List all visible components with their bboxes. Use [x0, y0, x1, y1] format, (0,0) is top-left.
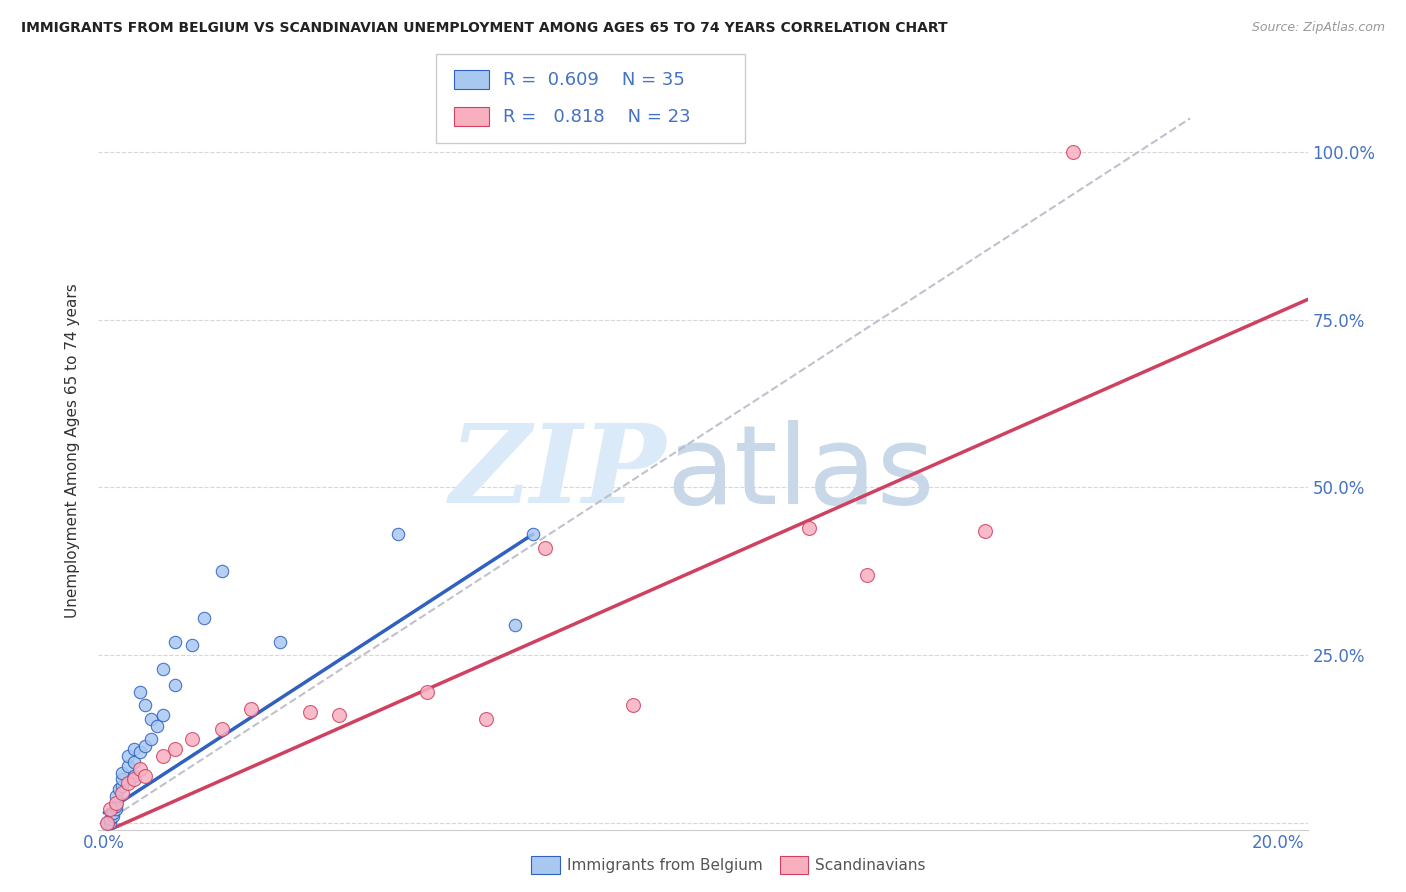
Point	[193, 611, 215, 625]
Point	[117, 775, 139, 789]
Point	[122, 742, 145, 756]
Point	[141, 731, 163, 746]
Point	[163, 678, 186, 692]
Point	[856, 567, 879, 582]
Point	[128, 745, 150, 759]
Point	[240, 702, 263, 716]
Point	[146, 718, 169, 732]
Point	[522, 527, 544, 541]
Point	[211, 564, 233, 578]
Point	[111, 786, 134, 800]
Point	[328, 708, 350, 723]
Point	[416, 685, 439, 699]
Point	[973, 524, 995, 538]
Point	[122, 772, 145, 787]
Point	[211, 722, 233, 736]
Point	[101, 809, 124, 823]
Point	[111, 772, 134, 787]
Text: IMMIGRANTS FROM BELGIUM VS SCANDINAVIAN UNEMPLOYMENT AMONG AGES 65 TO 74 YEARS C: IMMIGRANTS FROM BELGIUM VS SCANDINAVIAN …	[21, 21, 948, 36]
Point	[503, 618, 526, 632]
Point	[797, 521, 820, 535]
Text: R =  0.609    N = 35: R = 0.609 N = 35	[503, 70, 685, 88]
Point	[96, 815, 118, 830]
Y-axis label: Unemployment Among Ages 65 to 74 years: Unemployment Among Ages 65 to 74 years	[65, 283, 80, 618]
Point	[111, 779, 134, 793]
Point	[117, 748, 139, 763]
Point	[108, 782, 131, 797]
Point	[269, 634, 291, 648]
Point	[533, 541, 555, 555]
Text: Scandinavians: Scandinavians	[815, 858, 927, 872]
Text: ZIP: ZIP	[450, 419, 666, 527]
Point	[101, 805, 124, 820]
Point	[387, 527, 409, 541]
Text: atlas: atlas	[666, 420, 935, 526]
Point	[98, 802, 121, 816]
Point	[117, 759, 139, 773]
Point	[98, 815, 121, 830]
Point	[163, 742, 186, 756]
Point	[105, 802, 128, 816]
Point	[105, 796, 128, 810]
Point	[111, 765, 134, 780]
Point	[122, 756, 145, 770]
Point	[134, 769, 156, 783]
Point	[1062, 145, 1084, 159]
Point	[134, 739, 156, 753]
Point	[152, 708, 174, 723]
Text: Immigrants from Belgium: Immigrants from Belgium	[567, 858, 762, 872]
Point	[298, 705, 321, 719]
Point	[98, 813, 121, 827]
Point	[163, 634, 186, 648]
Point	[152, 748, 174, 763]
Point	[621, 698, 644, 713]
Text: R =   0.818    N = 23: R = 0.818 N = 23	[503, 108, 690, 126]
Point	[181, 638, 204, 652]
Point	[152, 661, 174, 675]
Text: Source: ZipAtlas.com: Source: ZipAtlas.com	[1251, 21, 1385, 35]
Point	[475, 712, 498, 726]
Point	[141, 712, 163, 726]
Point	[96, 815, 118, 830]
Point	[122, 769, 145, 783]
Point	[105, 789, 128, 803]
Point	[105, 799, 128, 814]
Point	[181, 731, 204, 746]
Point	[128, 685, 150, 699]
Point	[128, 762, 150, 776]
Point	[134, 698, 156, 713]
